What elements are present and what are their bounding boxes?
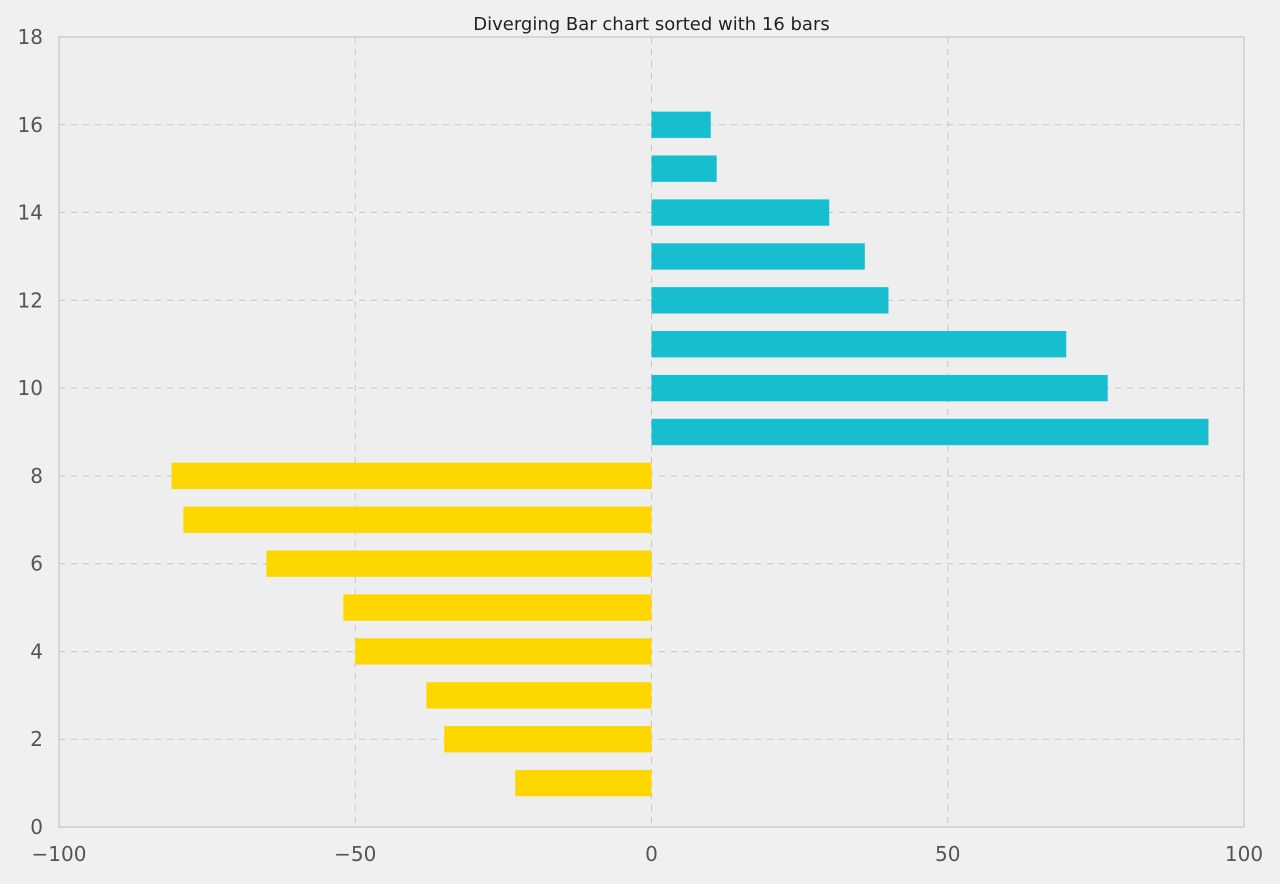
bar-negative [171, 462, 652, 490]
y-tick-label: 12 [18, 288, 43, 312]
bar-positive [651, 331, 1067, 358]
bar-positive [651, 418, 1209, 446]
y-tick-label: 16 [18, 113, 43, 137]
y-tick-label: 6 [30, 552, 43, 576]
plot-frame [58, 36, 1245, 828]
bars [171, 111, 1209, 797]
chart-title: Diverging Bar chart sorted with 16 bars [473, 14, 830, 35]
y-tick-label: 2 [30, 727, 43, 751]
bar-negative [183, 506, 652, 533]
bar-positive [651, 243, 865, 270]
x-tick-label: 50 [935, 842, 960, 866]
bar-positive [651, 287, 889, 314]
y-tick-label: 8 [30, 464, 43, 488]
bar-negative [426, 682, 652, 709]
y-tick-label: 10 [18, 376, 43, 400]
y-axis-ticks: 0 2 4 6 8 10 12 14 16 18 [18, 25, 43, 839]
bar-positive [651, 155, 717, 182]
bar-negative [266, 550, 652, 577]
y-tick-label: 0 [30, 815, 43, 839]
bar-positive [651, 199, 830, 226]
bar-positive [651, 111, 711, 138]
bar-negative [355, 638, 652, 665]
x-tick-label: −100 [32, 842, 87, 866]
y-tick-label: 4 [30, 639, 43, 663]
bar-positive [651, 374, 1108, 402]
x-tick-label: 100 [1225, 842, 1263, 866]
x-tick-label: −50 [334, 842, 376, 866]
bar-negative [515, 769, 652, 797]
y-tick-label: 18 [18, 25, 43, 49]
x-axis-ticks: −100 −50 0 50 100 [32, 842, 1264, 866]
bar-negative [444, 726, 652, 753]
y-tick-label: 14 [18, 201, 43, 225]
x-tick-label: 0 [645, 842, 658, 866]
bar-negative [343, 594, 652, 621]
